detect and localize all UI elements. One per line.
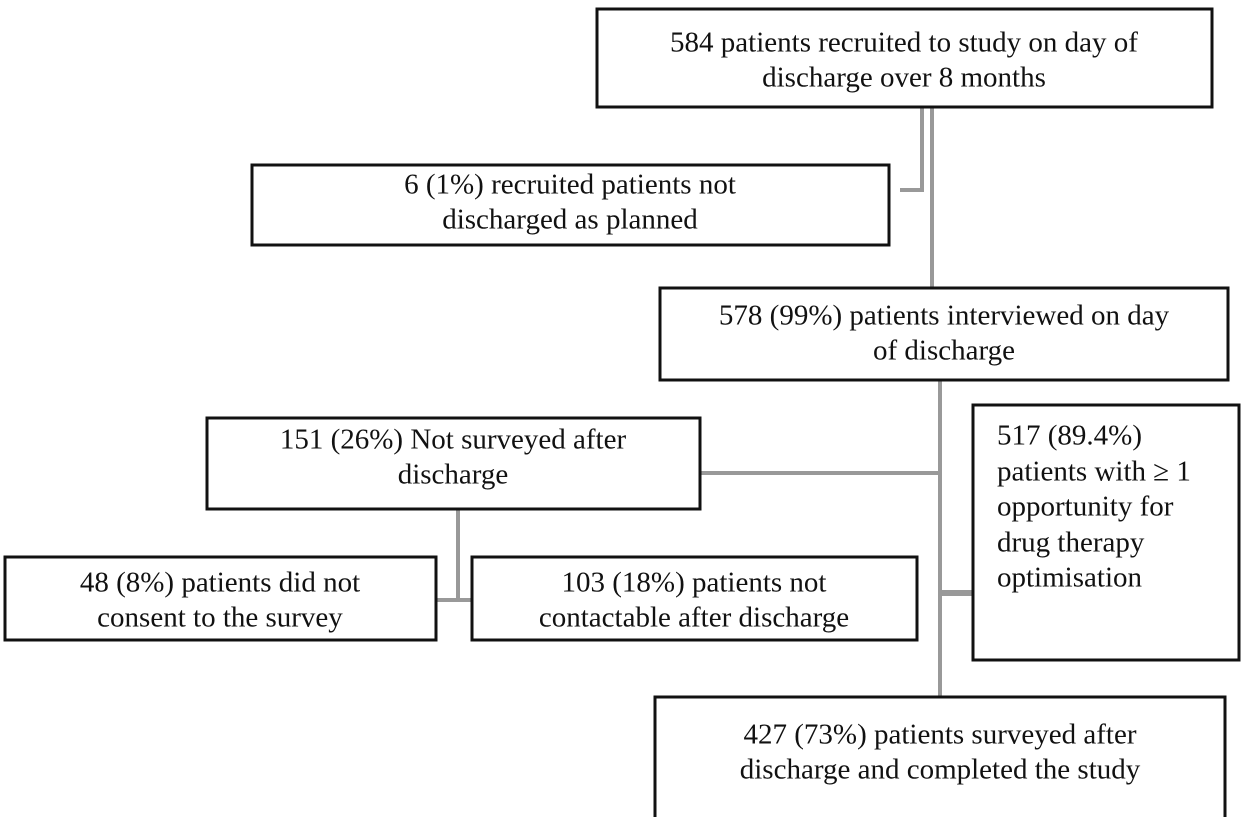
- node-text: 578 (99%) patients interviewed on day: [719, 300, 1170, 332]
- node-box: [470, 555, 919, 642]
- node-text: 517 (89.4%): [997, 420, 1142, 452]
- node-box: [658, 286, 1230, 382]
- node-text: drug therapy: [997, 527, 1145, 559]
- node-text: optimisation: [997, 562, 1143, 594]
- node-text: consent to the survey: [97, 602, 343, 634]
- node-text: patients with ≥ 1: [997, 456, 1191, 488]
- connector: [436, 509, 472, 602]
- node-text: 584 patients recruited to study on day o…: [670, 27, 1138, 59]
- node-text: 6 (1%) recruited patients not: [404, 169, 736, 201]
- node-text: 48 (8%) patients did not: [80, 567, 360, 599]
- node-box: [595, 7, 1214, 109]
- node-box: [3, 555, 438, 642]
- node-text: discharge over 8 months: [762, 62, 1046, 94]
- node-text: discharged as planned: [442, 204, 698, 236]
- node-text: opportunity for: [997, 491, 1174, 523]
- node-box: [250, 163, 891, 247]
- node-box: [971, 403, 1241, 662]
- connectors: [436, 107, 973, 697]
- node-text: contactable after discharge: [539, 602, 849, 634]
- node-box: [653, 695, 1227, 817]
- node-text: discharge: [398, 459, 509, 491]
- node-text: 427 (73%) patients surveyed after: [744, 719, 1137, 751]
- node-text: 103 (18%) patients not: [562, 567, 827, 599]
- node-text: of discharge: [873, 335, 1015, 367]
- node-text: discharge and completed the study: [740, 754, 1141, 786]
- node-text: 151 (26%) Not surveyed after: [280, 424, 627, 456]
- node-box: [205, 416, 702, 511]
- connector: [900, 107, 924, 192]
